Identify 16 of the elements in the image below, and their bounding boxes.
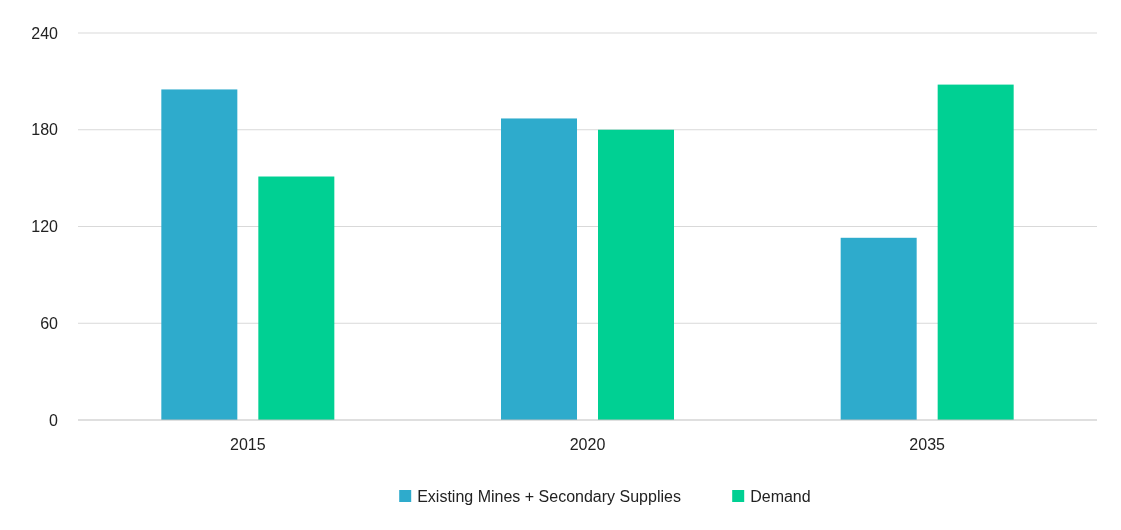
bar <box>258 176 335 420</box>
y-tick-label: 60 <box>40 314 59 332</box>
bar <box>937 84 1014 420</box>
x-tick-label: 2035 <box>909 436 946 453</box>
x-tick-label: 2020 <box>569 436 606 453</box>
bar <box>161 89 238 420</box>
legend-label: Existing Mines + Secondary Supplies <box>417 487 681 505</box>
y-tick-label: 240 <box>31 24 59 42</box>
bar <box>840 237 917 420</box>
y-tick-label: 180 <box>31 121 59 139</box>
legend-label: Demand <box>750 487 811 505</box>
bar <box>598 129 674 420</box>
y-tick-label: 0 <box>49 411 59 429</box>
y-tick-label: 120 <box>31 218 59 236</box>
bar <box>501 118 577 420</box>
x-tick-label: 2015 <box>230 436 266 453</box>
